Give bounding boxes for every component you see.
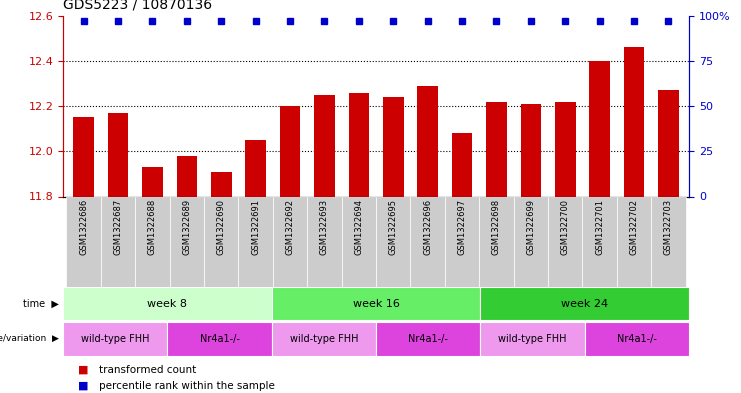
Text: GSM1322696: GSM1322696 (423, 199, 432, 255)
Bar (548, 196, 582, 287)
Text: GSM1322702: GSM1322702 (630, 199, 639, 255)
Bar (658, 90, 679, 196)
Bar (273, 196, 308, 287)
Bar (63, 322, 167, 356)
Bar (279, 106, 300, 196)
Bar (555, 101, 576, 196)
Text: GSM1322699: GSM1322699 (526, 199, 536, 255)
Text: genotype/variation  ▶: genotype/variation ▶ (0, 334, 59, 343)
Bar (176, 156, 197, 196)
Text: wild-type FHH: wild-type FHH (499, 334, 567, 344)
Text: ■: ■ (78, 381, 88, 391)
Text: GSM1322688: GSM1322688 (148, 199, 157, 255)
Text: Nr4a1-/-: Nr4a1-/- (199, 334, 239, 344)
Text: GSM1322693: GSM1322693 (320, 199, 329, 255)
Text: GSM1322691: GSM1322691 (251, 199, 260, 255)
Bar (342, 196, 376, 287)
Text: GSM1322687: GSM1322687 (113, 199, 122, 255)
Bar (245, 140, 266, 196)
Text: GSM1322686: GSM1322686 (79, 199, 88, 255)
Bar (376, 322, 480, 356)
Bar (520, 104, 541, 196)
Text: GSM1322700: GSM1322700 (561, 199, 570, 255)
Bar (204, 196, 239, 287)
Bar (142, 167, 163, 196)
Text: week 24: week 24 (561, 299, 608, 309)
Bar (239, 196, 273, 287)
Text: time  ▶: time ▶ (24, 299, 59, 309)
Text: ■: ■ (78, 365, 88, 375)
Bar (624, 47, 645, 196)
Bar (486, 101, 507, 196)
Bar (107, 113, 128, 196)
Bar (376, 196, 411, 287)
Bar (170, 196, 204, 287)
Text: percentile rank within the sample: percentile rank within the sample (99, 381, 274, 391)
Bar (211, 172, 231, 196)
Bar (589, 61, 610, 196)
Text: wild-type FHH: wild-type FHH (81, 334, 150, 344)
Text: GSM1322697: GSM1322697 (457, 199, 467, 255)
Bar (272, 287, 480, 320)
Bar (617, 196, 651, 287)
Bar (135, 196, 170, 287)
Bar (167, 322, 272, 356)
Bar (63, 287, 272, 320)
Bar (479, 196, 514, 287)
Text: GSM1322703: GSM1322703 (664, 199, 673, 255)
Text: GSM1322692: GSM1322692 (285, 199, 295, 255)
Text: week 8: week 8 (147, 299, 187, 309)
Text: wild-type FHH: wild-type FHH (290, 334, 358, 344)
Bar (348, 93, 369, 196)
Bar (308, 196, 342, 287)
Text: Nr4a1-/-: Nr4a1-/- (408, 334, 448, 344)
Text: GSM1322689: GSM1322689 (182, 199, 191, 255)
Bar (480, 322, 585, 356)
Bar (585, 322, 689, 356)
Bar (101, 196, 136, 287)
Text: transformed count: transformed count (99, 365, 196, 375)
Text: week 16: week 16 (353, 299, 399, 309)
Bar (417, 86, 438, 196)
Bar (582, 196, 617, 287)
Text: GSM1322701: GSM1322701 (595, 199, 604, 255)
Bar (314, 95, 335, 196)
Text: GDS5223 / 10870136: GDS5223 / 10870136 (63, 0, 212, 12)
Bar (67, 196, 101, 287)
Bar (411, 196, 445, 287)
Bar (445, 196, 479, 287)
Bar (514, 196, 548, 287)
Text: Nr4a1-/-: Nr4a1-/- (617, 334, 657, 344)
Text: GSM1322694: GSM1322694 (354, 199, 363, 255)
Text: GSM1322698: GSM1322698 (492, 199, 501, 255)
Bar (272, 322, 376, 356)
Text: GSM1322695: GSM1322695 (389, 199, 398, 255)
Bar (480, 287, 689, 320)
Text: GSM1322690: GSM1322690 (216, 199, 226, 255)
Bar (651, 196, 685, 287)
Bar (452, 133, 472, 196)
Bar (73, 118, 94, 196)
Bar (383, 97, 404, 196)
